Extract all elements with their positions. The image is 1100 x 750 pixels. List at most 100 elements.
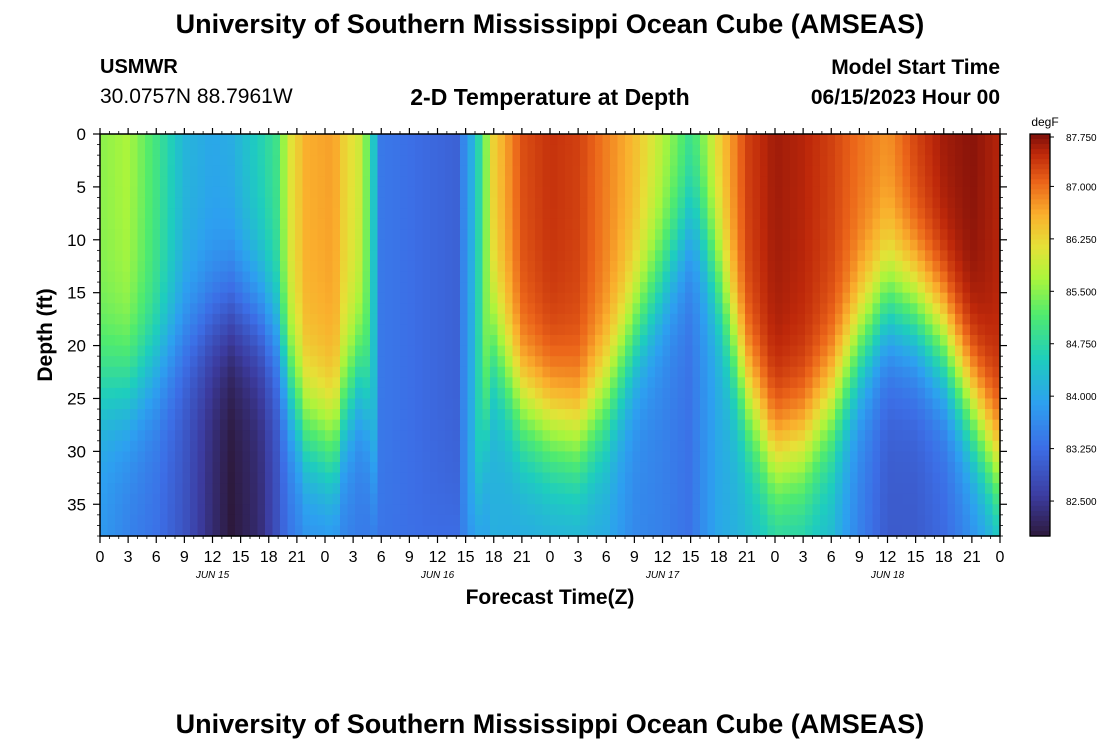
heatmap-cell — [617, 356, 626, 368]
heatmap-cell — [925, 250, 934, 262]
heatmap-cell — [482, 292, 491, 304]
heatmap-cell — [752, 282, 761, 294]
heatmap-cell — [692, 409, 701, 421]
colorbar-segment — [1030, 360, 1050, 366]
heatmap-cell — [265, 176, 274, 188]
heatmap-cell — [167, 313, 176, 326]
x-tick-label: 15 — [682, 549, 700, 566]
heatmap-cell — [130, 197, 139, 209]
heatmap-cell — [707, 419, 716, 431]
heatmap-cell — [302, 345, 311, 357]
heatmap-cell — [542, 260, 551, 273]
heatmap-cell — [655, 398, 664, 410]
heatmap-cell — [445, 165, 454, 177]
heatmap-cell — [115, 250, 124, 262]
heatmap-cell — [722, 514, 731, 527]
heatmap-cell — [767, 282, 776, 294]
heatmap-cell — [985, 282, 994, 294]
heatmap-cell — [857, 155, 866, 167]
heatmap-cell — [377, 324, 386, 336]
heatmap-cell — [227, 186, 236, 199]
heatmap-cell — [587, 229, 596, 241]
heatmap-cell — [617, 260, 626, 273]
heatmap-cell — [317, 461, 326, 474]
heatmap-cell — [565, 271, 574, 283]
heatmap-cell — [647, 504, 656, 516]
heatmap-cell — [715, 229, 724, 241]
heatmap-cell — [692, 366, 701, 378]
heatmap-cell — [670, 440, 679, 452]
heatmap-cell — [700, 504, 709, 516]
heatmap-cell — [685, 472, 694, 484]
heatmap-cell — [257, 218, 266, 230]
heatmap-cell — [977, 313, 986, 326]
heatmap-cell — [100, 430, 109, 442]
heatmap-cell — [887, 155, 896, 167]
heatmap-cell — [715, 419, 724, 431]
heatmap-cell — [625, 483, 634, 495]
heatmap-cell — [730, 250, 739, 262]
heatmap-cell — [587, 239, 596, 251]
heatmap-cell — [122, 134, 131, 146]
heatmap-cell — [175, 525, 184, 537]
heatmap-cell — [152, 409, 161, 421]
heatmap-cell — [130, 239, 139, 251]
heatmap-cell — [827, 239, 836, 251]
heatmap-cell — [280, 250, 289, 262]
heatmap-cell — [497, 514, 506, 527]
heatmap-cell — [362, 165, 371, 177]
heatmap-cell — [827, 335, 836, 347]
heatmap-cell — [355, 197, 364, 209]
heatmap-cell — [805, 144, 814, 156]
heatmap-cell — [272, 197, 281, 209]
heatmap-cell — [767, 324, 776, 336]
heatmap-cell — [482, 155, 491, 167]
heatmap-cell — [632, 483, 641, 495]
heatmap-cell — [497, 398, 506, 410]
heatmap-cell — [805, 483, 814, 495]
heatmap-cell — [700, 398, 709, 410]
heatmap-cell — [902, 313, 911, 326]
heatmap-cell — [497, 282, 506, 294]
heatmap-cell — [250, 165, 259, 177]
heatmap-cell — [767, 483, 776, 495]
heatmap-cell — [790, 197, 799, 209]
heatmap-cell — [400, 271, 409, 283]
heatmap-cell — [610, 313, 619, 326]
heatmap-cell — [940, 377, 949, 389]
heatmap-cell — [700, 366, 709, 378]
heatmap-cell — [257, 208, 266, 220]
heatmap-cell — [730, 461, 739, 474]
heatmap-cell — [227, 409, 236, 421]
heatmap-cell — [250, 430, 259, 442]
heatmap-cell — [730, 144, 739, 156]
heatmap-cell — [782, 472, 791, 484]
heatmap-cell — [767, 239, 776, 251]
heatmap-cell — [557, 472, 566, 484]
heatmap-cell — [130, 430, 139, 442]
heatmap-cell — [280, 335, 289, 347]
heatmap-cell — [610, 440, 619, 452]
heatmap-cell — [317, 419, 326, 431]
heatmap-cell — [430, 504, 439, 516]
heatmap-cell — [902, 461, 911, 474]
heatmap-cell — [745, 345, 754, 357]
heatmap-cell — [595, 229, 604, 241]
heatmap-cell — [235, 345, 244, 357]
heatmap-cell — [820, 493, 829, 505]
heatmap-cell — [670, 282, 679, 294]
heatmap-cell — [137, 324, 146, 336]
heatmap-cell — [257, 292, 266, 304]
heatmap-cell — [437, 409, 446, 421]
heatmap-cell — [737, 419, 746, 431]
heatmap-cell — [242, 260, 251, 273]
heatmap-cell — [550, 165, 559, 177]
heatmap-cell — [317, 409, 326, 421]
heatmap-cell — [430, 377, 439, 389]
heatmap-cell — [250, 493, 259, 505]
heatmap-cell — [497, 461, 506, 474]
heatmap-cell — [625, 176, 634, 188]
heatmap-cell — [295, 144, 304, 156]
heatmap-cell — [167, 387, 176, 400]
heatmap-cell — [100, 440, 109, 452]
